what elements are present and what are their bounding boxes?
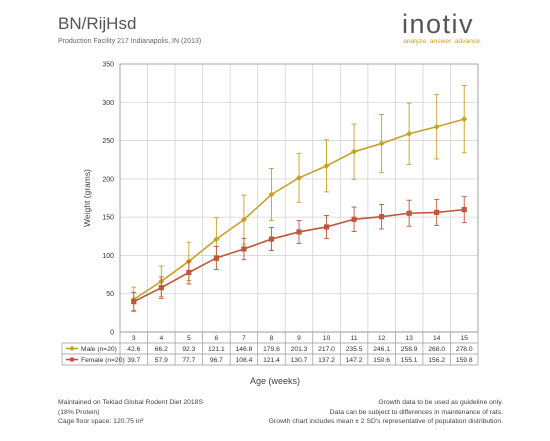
table-cell-value: 121.4 xyxy=(263,357,280,364)
table-cell-value: 146.8 xyxy=(236,346,253,353)
data-point-female xyxy=(351,216,357,222)
legend-label: Male (n=20) xyxy=(81,346,117,353)
table-cell-value: 235.5 xyxy=(346,346,363,353)
data-point-male xyxy=(240,216,247,223)
logo-tagline: analyze. answer. advance. xyxy=(403,38,482,45)
x-tick-label: 5 xyxy=(187,335,191,342)
table-cell-value: 155.1 xyxy=(401,357,418,364)
guideline-notes: Growth data to be used as guideline only… xyxy=(269,398,503,427)
data-point-female xyxy=(323,224,330,230)
data-point-male xyxy=(213,236,220,243)
x-tick-label: 13 xyxy=(405,335,413,342)
x-tick-label: 15 xyxy=(461,335,469,342)
legend-marker-female xyxy=(70,357,74,362)
x-tick-label: 10 xyxy=(323,335,331,342)
table-cell-value: 108.4 xyxy=(236,357,253,364)
x-tick-label: 9 xyxy=(297,335,301,342)
data-point-female xyxy=(213,255,219,261)
x-axis-label: Age (weeks) xyxy=(249,376,301,386)
chart-title: BN/RijHsd xyxy=(58,14,137,33)
table-cell-value: 156.2 xyxy=(428,357,445,364)
data-point-male xyxy=(461,116,468,123)
data-point-female xyxy=(296,229,302,235)
x-tick-label: 14 xyxy=(433,335,441,342)
guideline-note-line: Growth data to be used as guideline only… xyxy=(378,399,503,406)
table-cell-value: 278.0 xyxy=(456,346,473,353)
diet-note-line: Maintained on Teklad Global Rodent Diet … xyxy=(58,399,203,406)
x-tick-label: 4 xyxy=(159,335,163,342)
chart-subtitle: Production Facility 217 Indianapolis, IN… xyxy=(58,38,202,45)
data-point-male xyxy=(296,174,302,181)
table-cell-value: 246.1 xyxy=(373,346,390,353)
x-tick-label: 12 xyxy=(378,335,386,342)
brand-logo: inotiv analyze. answer. advance. xyxy=(402,10,510,45)
table-cell-value: 147.2 xyxy=(346,357,363,364)
table-cell-value: 137.2 xyxy=(318,357,335,364)
diet-note-line: (18% Protein) xyxy=(58,408,100,416)
data-point-female xyxy=(186,269,192,276)
data-point-female xyxy=(158,285,164,291)
table-cell-value: 39.7 xyxy=(127,357,140,364)
x-tick-label: 7 xyxy=(242,335,246,342)
x-tick-label: 8 xyxy=(270,335,274,342)
data-point-male xyxy=(433,123,440,130)
data-point-female xyxy=(268,236,275,242)
y-tick-label: 100 xyxy=(102,253,114,260)
x-tick-label: 6 xyxy=(215,335,219,342)
y-tick-label: 50 xyxy=(106,291,114,298)
series-line-male xyxy=(133,118,465,301)
table-cell-value: 268.0 xyxy=(428,346,445,353)
data-point-female xyxy=(434,209,440,215)
y-tick-label: 0 xyxy=(110,330,114,337)
data-point-female xyxy=(131,299,137,305)
table-cell-value: 57.9 xyxy=(155,357,168,364)
table-cell-value: 179.6 xyxy=(263,346,280,353)
table-cell-value: 42.6 xyxy=(127,346,140,353)
data-point-male xyxy=(378,140,385,147)
data-point-female xyxy=(406,210,412,216)
data-point-male xyxy=(406,130,413,137)
diet-notes: Maintained on Teklad Global Rodent Diet … xyxy=(58,398,203,427)
table-cell-value: 150.6 xyxy=(373,357,390,364)
table-cell-value: 159.8 xyxy=(456,357,473,364)
table-cell-value: 121.1 xyxy=(208,346,225,353)
table-cell-value: 217.0 xyxy=(318,346,335,353)
x-tick-label: 3 xyxy=(132,335,136,342)
y-tick-label: 200 xyxy=(102,176,114,183)
table-cell-value: 258.9 xyxy=(401,346,418,353)
y-tick-label: 250 xyxy=(102,138,114,145)
legend-marker-male xyxy=(69,345,75,352)
table-cell-value: 201.3 xyxy=(291,346,308,353)
data-point-female xyxy=(241,246,247,252)
logo-wordmark: inotiv xyxy=(402,9,475,39)
guideline-note-line: Data can be subject to differences in ma… xyxy=(329,408,503,416)
y-tick-label: 350 xyxy=(102,62,114,69)
legend-label: Female (n=20) xyxy=(81,357,125,364)
diet-note-line: Cage floor space: 120.75 in² xyxy=(58,418,144,426)
table-cell-value: 130.7 xyxy=(291,357,308,364)
data-point-male xyxy=(323,162,330,169)
data-point-female xyxy=(379,214,385,220)
data-point-male xyxy=(268,191,275,198)
data-point-female xyxy=(461,207,467,213)
guideline-note-line: Growth chart includes mean ± 2 SD's repr… xyxy=(268,418,503,426)
y-tick-label: 150 xyxy=(102,215,114,222)
table-cell-value: 92.3 xyxy=(182,346,195,353)
y-tick-label: 300 xyxy=(102,100,114,107)
table-cell-value: 66.2 xyxy=(155,346,168,353)
data-point-male xyxy=(351,148,358,155)
table-cell-value: 77.7 xyxy=(182,357,195,364)
x-tick-label: 11 xyxy=(351,335,358,342)
table-cell-value: 96.7 xyxy=(210,357,223,364)
y-axis-label: Weight (grams) xyxy=(82,169,92,227)
